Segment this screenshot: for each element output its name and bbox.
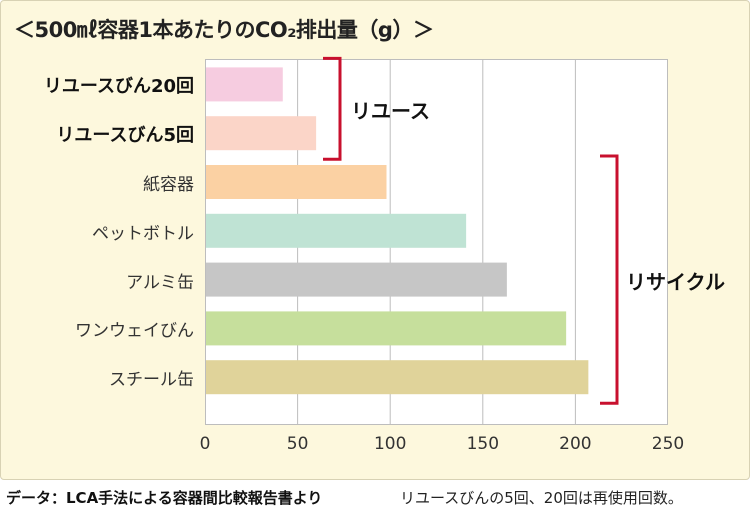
- bar-3: [206, 213, 467, 248]
- category-label-1: リユースびん5回: [56, 125, 194, 147]
- category-label-3: ペットボトル: [92, 223, 194, 244]
- group-label-1: リサイクル: [626, 269, 725, 294]
- bar-0: [206, 67, 283, 102]
- chart-title: ＜500㎖容器1本あたりのCO₂排出量（g）＞: [14, 18, 434, 42]
- footnote: リユースびんの5回、20回は再使用回数。: [400, 489, 683, 507]
- category-label-4: アルミ缶: [126, 272, 194, 293]
- x-tick-150: 150: [466, 434, 500, 454]
- category-label-5: ワンウェイびん: [75, 321, 194, 342]
- x-tick-100: 100: [373, 434, 407, 454]
- x-tick-50: 50: [286, 434, 309, 454]
- bar-1: [206, 116, 317, 151]
- bar-6: [206, 360, 589, 395]
- x-tick-0: 0: [199, 434, 211, 454]
- data-source: データ：LCA手法による容器間比較報告書より: [6, 489, 323, 507]
- category-label-6: スチール缶: [109, 370, 194, 391]
- category-label-2: 紙容器: [143, 175, 194, 195]
- x-tick-250: 250: [651, 434, 685, 454]
- category-label-0: リユースびん20回: [43, 76, 194, 98]
- chart-canvas: [206, 56, 619, 425]
- bar-5: [206, 311, 567, 346]
- x-tick-200: 200: [559, 434, 592, 454]
- group-bracket-0: [323, 56, 342, 161]
- group-label-0: リユース: [351, 98, 430, 123]
- bar-2: [206, 165, 387, 199]
- group-bracket-1: [600, 154, 619, 405]
- bar-4: [206, 262, 507, 297]
